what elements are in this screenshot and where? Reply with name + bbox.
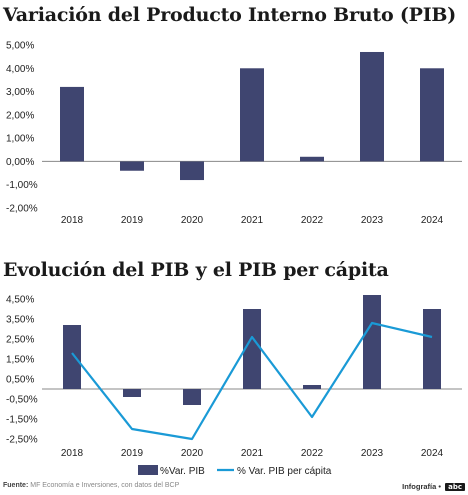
bar xyxy=(360,51,384,162)
y-tick-label: -2,00% xyxy=(6,204,38,215)
y-tick-label: -2,50% xyxy=(6,435,38,446)
y-tick-label: 1,50% xyxy=(6,355,34,366)
x-tick-label: 2021 xyxy=(241,215,264,226)
source-text: MF Economía e Inversiones, con datos del… xyxy=(30,482,180,489)
bar xyxy=(180,161,204,181)
bar xyxy=(60,86,84,162)
x-tick-label: 2022 xyxy=(301,215,324,226)
x-tick-label: 2023 xyxy=(361,215,384,226)
y-tick-label: 2,50% xyxy=(6,335,34,346)
x-tick-label: 2024 xyxy=(421,448,444,459)
legend-label-per-capita: % Var. PIB per cápita xyxy=(237,466,332,477)
legend-label-pib: %Var. PIB xyxy=(160,466,205,477)
y-tick-label: 4,00% xyxy=(6,64,34,75)
x-tick-label: 2018 xyxy=(61,215,84,226)
y-tick-label: 3,00% xyxy=(6,87,34,98)
legend: %Var. PIB % Var. PIB per cápita xyxy=(138,465,332,477)
bar xyxy=(123,389,141,397)
bar xyxy=(120,161,144,171)
bar xyxy=(303,385,321,389)
credit: Infografía • abc xyxy=(402,482,465,491)
x-tick-label: 2020 xyxy=(181,448,204,459)
bar xyxy=(363,295,381,389)
x-tick-label: 2019 xyxy=(121,215,144,226)
credit-text: Infografía • xyxy=(402,482,442,491)
y-tick-label: -1,00% xyxy=(6,180,38,191)
chart-2-title: Evolución del PIB y el PIB per cápita xyxy=(3,259,389,281)
bar xyxy=(240,68,264,162)
x-tick-label: 2020 xyxy=(181,215,204,226)
per-capita-line xyxy=(71,321,433,441)
x-tick-label: 2018 xyxy=(61,448,84,459)
y-tick-label: 2,00% xyxy=(6,110,34,121)
footer: Fuente: MF Economía e Inversiones, con d… xyxy=(3,482,465,494)
bar xyxy=(423,309,441,389)
x-tick-label: 2022 xyxy=(301,448,324,459)
y-tick-label: -1,50% xyxy=(6,415,38,426)
chart-1-title: Variación del Producto Interno Bruto (PI… xyxy=(3,4,457,26)
y-tick-label: 3,50% xyxy=(6,315,34,326)
bar xyxy=(243,309,261,389)
bar xyxy=(183,389,201,405)
y-tick-label: -0,50% xyxy=(6,395,38,406)
bar xyxy=(63,325,81,389)
x-tick-label: 2023 xyxy=(361,448,384,459)
y-tick-label: 1,00% xyxy=(6,134,34,145)
bar xyxy=(420,68,444,162)
x-tick-label: 2019 xyxy=(121,448,144,459)
legend-bar-swatch xyxy=(138,465,158,475)
y-tick-label: 5,00% xyxy=(6,41,34,52)
bar xyxy=(300,156,324,162)
y-tick-label: 0,00% xyxy=(6,157,34,168)
source-label: Fuente: xyxy=(3,482,29,489)
x-tick-label: 2024 xyxy=(421,215,444,226)
gdp-variation-chart: 5,00% 4,00% 3,00% 2,00% 1,00% 0,00% -1,00% -2,0… xyxy=(6,41,462,226)
abc-logo: abc xyxy=(445,483,465,491)
x-tick-label: 2021 xyxy=(241,448,264,459)
gdp-per-capita-chart: 4,50% 3,50% 2,50% 1,50% 0,50% -0,50% -1,50% -2,… xyxy=(6,295,462,477)
y-tick-label: 0,50% xyxy=(6,375,34,386)
y-tick-label: 4,50% xyxy=(6,295,34,306)
